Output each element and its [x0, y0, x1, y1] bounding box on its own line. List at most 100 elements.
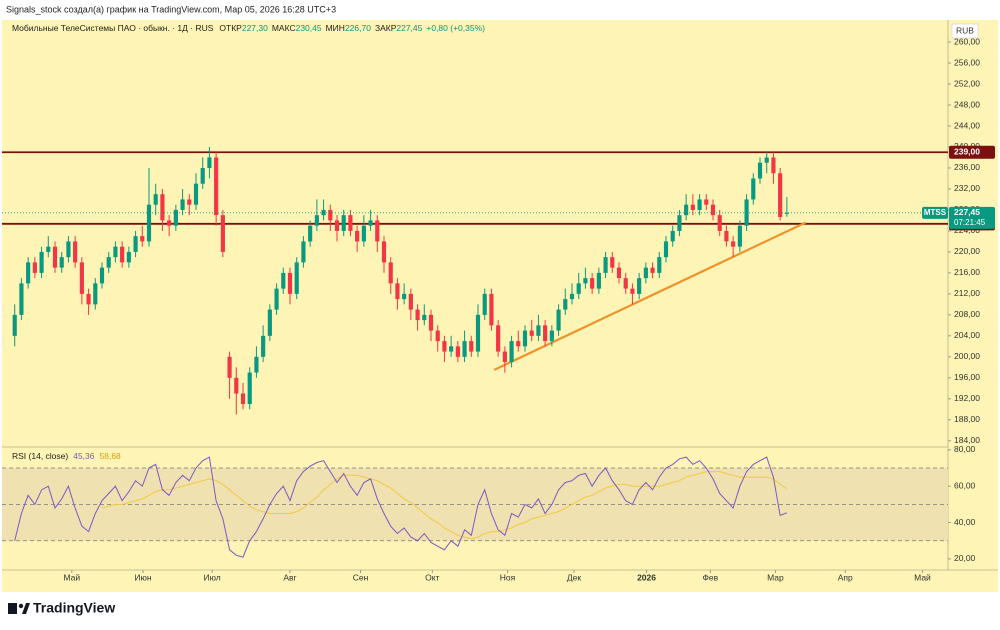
candle-body — [771, 157, 776, 174]
candle-body — [93, 283, 98, 305]
currency-box[interactable] — [951, 23, 979, 39]
candle-body — [52, 246, 58, 268]
y-tick-label: 188,00 — [954, 414, 980, 424]
y-tick-label: 204,00 — [954, 330, 980, 340]
candle-body — [381, 241, 387, 263]
candle-body — [79, 262, 84, 294]
candle-body — [496, 325, 501, 352]
x-tick-label: Авг — [283, 572, 296, 582]
candle-body — [616, 267, 622, 279]
candle-body — [19, 283, 24, 315]
candle-body — [314, 215, 319, 226]
ohlc-value: 227,45 — [396, 23, 422, 33]
currency[interactable]: RUB — [956, 25, 974, 35]
candle-body — [549, 330, 554, 342]
candle-body — [281, 272, 286, 289]
y-tick-label: 196,00 — [954, 372, 980, 382]
rsi-title: RSI (14, close) — [12, 451, 68, 461]
trendline — [493, 221, 807, 371]
candle-body — [543, 325, 548, 342]
candle-body — [704, 199, 709, 205]
ohlc-value: 230,45 — [296, 23, 322, 33]
ohlc-label: ОТКР — [219, 23, 242, 33]
y-tick-label: 252,00 — [954, 78, 980, 88]
candle-body — [751, 178, 756, 200]
candle-body — [301, 241, 306, 263]
ohlc-label: МИН — [326, 23, 345, 33]
candle-body — [214, 157, 219, 216]
candle-body — [66, 241, 71, 258]
y-tick-label: 244,00 — [954, 120, 980, 130]
change-label: +0,80 (+0,35%) — [426, 23, 485, 33]
rsi-y-tick-label: 60,00 — [954, 480, 976, 490]
candle-body — [630, 288, 635, 294]
candle-body — [193, 183, 199, 205]
candle-body — [106, 257, 111, 268]
logo-mark — [8, 603, 17, 614]
candle-body — [388, 262, 393, 284]
x-tick-label: Июн — [134, 572, 151, 582]
candle-body — [328, 209, 333, 221]
candle-body — [482, 293, 487, 315]
candle-body — [677, 215, 682, 231]
symbol-title: Мобильные ТелеСистемы ПАО · обыкн. · 1Д … — [12, 23, 214, 33]
candle-body — [408, 293, 413, 310]
candle-body — [623, 278, 628, 289]
candle-body — [442, 341, 447, 352]
candle-body — [724, 230, 729, 242]
candle-body — [596, 272, 601, 289]
candle-body — [757, 162, 763, 179]
candle-body — [39, 251, 44, 273]
x-tick-label: Сен — [353, 572, 369, 582]
rsi-line — [14, 456, 788, 558]
candle-body — [287, 272, 293, 294]
candle-body — [348, 215, 353, 231]
candle-body — [684, 204, 689, 216]
candle-body — [422, 314, 427, 321]
candle-body — [657, 257, 662, 273]
x-tick-label: Фев — [702, 572, 718, 582]
candle-body — [449, 346, 454, 352]
candle-body — [502, 351, 507, 363]
candle-body — [643, 267, 648, 279]
candle-body — [475, 314, 481, 352]
candle-body — [247, 372, 252, 405]
candle-body — [355, 230, 360, 242]
candle-body — [395, 283, 400, 300]
x-tick-label: Окт — [425, 572, 439, 582]
countdown: 07:21:45 — [954, 218, 986, 227]
last-price-tag — [949, 206, 995, 229]
candle-body — [32, 262, 37, 273]
candle-body — [220, 215, 225, 252]
brand-name: TradingView — [33, 600, 115, 616]
candle-body — [73, 241, 78, 263]
legend: Мобильные ТелеСистемы ПАО · обыкн. · 1Д … — [12, 23, 485, 33]
rsi-ma-line — [101, 471, 788, 540]
x-tick-label: Май — [63, 572, 80, 582]
rsi-y-tick-label: 40,00 — [954, 517, 976, 527]
candle-body — [59, 257, 64, 268]
candle-body — [180, 199, 185, 210]
candle-body — [697, 199, 702, 210]
candle-body — [435, 330, 440, 342]
candle-body — [731, 241, 736, 247]
candle-body — [637, 278, 642, 294]
symbol-tag-label: MTSS — [924, 208, 947, 217]
symbol-tag — [922, 206, 948, 219]
candle-body — [610, 257, 615, 268]
candle-body — [361, 225, 366, 242]
candle-body — [240, 393, 246, 405]
caption: Signals_stock создал(а) график на Tradin… — [6, 4, 336, 14]
y-tick-label: 192,00 — [954, 393, 980, 403]
candle-body — [529, 330, 534, 336]
candle-body — [556, 309, 561, 331]
y-tick-label: 220,00 — [954, 246, 980, 256]
candle-body — [86, 293, 91, 305]
candle-body — [710, 204, 716, 216]
rsi-ma-value: 58,68 — [100, 451, 122, 461]
level-tag-label: 239,00 — [954, 146, 980, 156]
candle-body — [368, 220, 373, 226]
candle-body — [133, 236, 138, 252]
candle-body — [536, 325, 541, 336]
